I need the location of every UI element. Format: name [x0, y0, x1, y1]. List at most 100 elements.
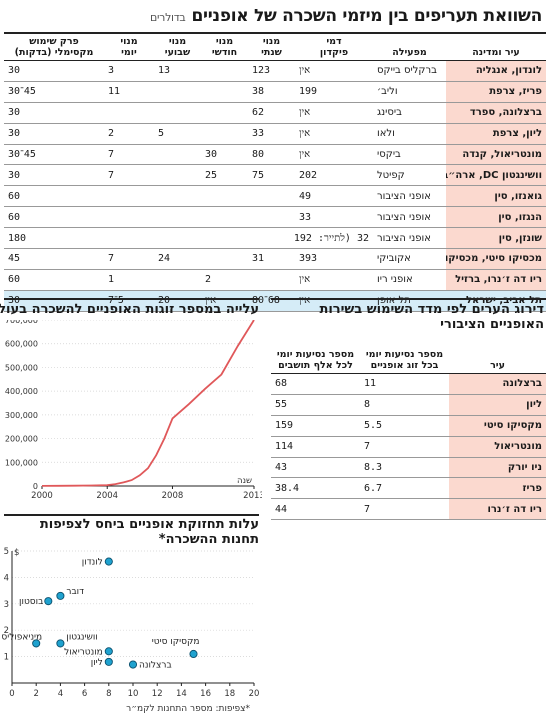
cell-city: מונטריאול, קנדה [446, 144, 546, 166]
cell-annual: 68־80 [248, 290, 295, 312]
rank-cell-per_k: 55 [271, 394, 360, 416]
point-label: בוסטון [19, 597, 43, 607]
scatter-rule [4, 514, 259, 516]
cell-operator: ביסינג [373, 102, 446, 124]
table-row: תל אביב, ישראל תל אופן אין 68־80 אין 20 5־7 30 [4, 290, 546, 312]
x-tick-label: 2000 [31, 491, 53, 501]
header-monthly: מנוי חודשי [201, 34, 248, 61]
cell-monthly: 25 [201, 164, 248, 187]
cell-weekly [154, 81, 201, 103]
cell-city: לונדון, אנגליה [446, 60, 546, 82]
cell-operator: קפיטל [373, 164, 446, 187]
pricing-table-body: לונדון, אנגליה ברקליס בייקס אין 123 13 3 30 פרי… [4, 60, 546, 312]
cell-max: 60 [4, 206, 104, 229]
scatter-point [128, 660, 138, 669]
cell-weekly [154, 185, 201, 208]
cell-annual: 31 [248, 248, 295, 270]
rank-cell-city: מונטריאול [449, 436, 546, 458]
cell-daily [104, 206, 154, 229]
cell-weekly: 24 [154, 248, 201, 270]
point-label: וושינגטון [66, 632, 97, 642]
cell-annual: 80 [248, 144, 295, 166]
cell-city: הנגזו, סין [446, 206, 546, 229]
table-row: פריז, צרפת וליב׳ 199 38 11 45־30 [4, 81, 546, 103]
cell-operator: אופני הציבור [373, 206, 446, 229]
y-tick-label: 2 [4, 626, 9, 636]
x-tick-label: 6 [82, 689, 87, 699]
header-city: עיר ומדינה [446, 34, 546, 61]
rank-cell-city: ריו דה ז׳נרו [449, 498, 546, 521]
cell-monthly [201, 102, 248, 124]
header-deposit: דמי פיקדון [295, 34, 373, 61]
rank-cell-per_bike: 7 [360, 436, 449, 458]
rank-cell-per_k: 114 [271, 436, 360, 458]
rank-cell-city: ניו יורק [449, 457, 546, 479]
cell-monthly [201, 185, 248, 208]
ranking-row: מקסיקו סיטי 5.5 159 [271, 415, 546, 437]
y-tick-label: 500,000 [5, 363, 38, 372]
cell-daily: 3 [104, 60, 154, 82]
cell-daily: 11 [104, 81, 154, 103]
y-tick-label: 700,000 [5, 320, 38, 325]
cell-annual: 75 [248, 164, 295, 187]
point-label: ברצלונה [139, 661, 172, 671]
cell-max: 60 [4, 269, 104, 291]
y-tick-label: 100,000 [5, 458, 38, 467]
cell-weekly [154, 269, 201, 291]
scatter-point [32, 639, 41, 648]
table-row: ריו דה ז׳נרו, ברזיל אופני ריו אין 2 1 60 [4, 269, 546, 291]
scatter-point [56, 639, 65, 648]
y-tick-label: 4 [4, 573, 9, 583]
y-tick-label: 300,000 [5, 411, 38, 420]
table-row: ברצלונה, ספרד ביסינג אין 62 30 [4, 102, 546, 124]
cell-annual: 33 [248, 123, 295, 145]
cell-operator: ביקסי [373, 144, 446, 166]
cell-weekly: 13 [154, 60, 201, 82]
table-row: לונדון, אנגליה ברקליס בייקס אין 123 13 3 30 [4, 60, 546, 82]
y-unit-label: $ [14, 548, 19, 558]
cell-max: 30 [4, 164, 104, 187]
cell-weekly: 5 [154, 123, 201, 145]
cell-annual [248, 206, 295, 229]
x-tick-label: 4 [58, 689, 63, 699]
y-tick-label: 200,000 [5, 435, 38, 444]
cell-weekly [154, 164, 201, 187]
x-tick-label: 8 [106, 689, 111, 699]
cell-monthly [201, 81, 248, 103]
rank-cell-per_k: 38.4 [271, 477, 360, 500]
cell-operator: אופני הציבור [373, 185, 446, 208]
line-chart-title: עלייה במספר זוגות האופניים להשכרה בעולם [0, 302, 259, 317]
rank-header-city: עיר [449, 345, 546, 374]
cell-monthly [201, 60, 248, 82]
x-tick-label: 20 [249, 689, 260, 699]
title-rule [4, 32, 546, 34]
x-axis-label: שנה [237, 476, 252, 486]
cell-city: תל אביב, ישראל [446, 290, 546, 312]
cell-city: שונזן, סין [446, 227, 546, 250]
cell-daily [104, 102, 154, 124]
cell-operator: ולאו [373, 123, 446, 145]
y-tick-label: 3 [4, 600, 9, 610]
x-tick-label: 2013 [243, 491, 262, 501]
cell-city: ריו דה ז׳נרו, ברזיל [446, 269, 546, 291]
scatter-title: עלות תחזוקת אופניים ביחס לצפיפות תחנות ה… [40, 517, 259, 547]
cell-daily: 7 [104, 164, 154, 187]
cell-deposit: 202 [295, 164, 373, 187]
table-row: ליון, צרפת ולאו אין 33 5 2 30 [4, 123, 546, 145]
x-tick-label: 18 [224, 689, 235, 699]
cell-daily [104, 227, 154, 250]
line-chart-rule [4, 298, 259, 300]
scatter-point [44, 597, 53, 606]
y-tick-label: 0 [33, 482, 38, 491]
cell-monthly [201, 123, 248, 145]
x-tick-label: 14 [176, 689, 187, 699]
cell-daily: 5־7 [104, 290, 154, 312]
header-operator: מפעילה [373, 34, 446, 61]
header-annual: מנוי שנתי [248, 34, 295, 61]
ranking-title: דירוג הערים לפי מדד השימוש בשירות האופני… [319, 302, 544, 332]
rank-cell-per_bike: 8.3 [360, 457, 449, 479]
ranking-table: עיר מספר נסיעות יומי בכל זוג אופניים מספר נ… [271, 345, 546, 521]
cell-annual [248, 227, 295, 250]
rank-cell-city: ליון [449, 394, 546, 416]
